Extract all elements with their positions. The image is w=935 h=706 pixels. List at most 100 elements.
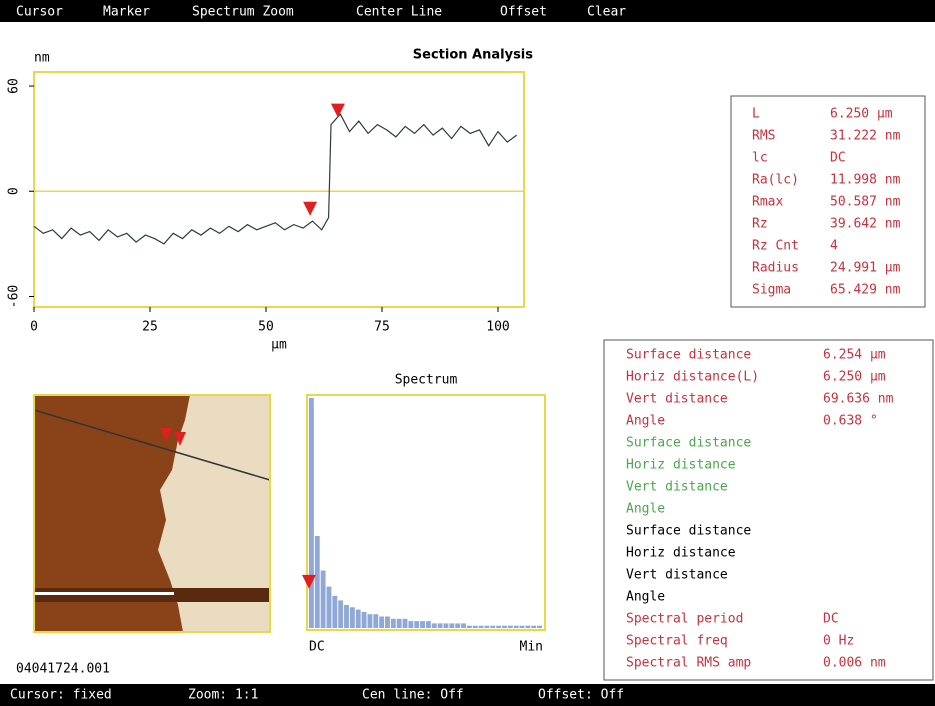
stat-label: Rmax xyxy=(752,195,783,210)
menu-item[interactable]: Spectrum Zoom xyxy=(192,5,294,20)
spectrum-bar xyxy=(344,605,349,628)
spectrum-start-label: DC xyxy=(309,640,325,655)
measure-value: 6.250 µm xyxy=(823,370,886,385)
spectrum-bar xyxy=(356,610,361,628)
spectrum-bar xyxy=(315,536,320,628)
spectrum-bar xyxy=(490,626,495,628)
cursor-marker xyxy=(331,104,345,118)
spectrum-bar xyxy=(414,621,419,628)
measure-label: Horiz distance xyxy=(626,546,736,561)
status-item: Cursor: fixed xyxy=(10,688,112,703)
measure-value: 0.638 ° xyxy=(823,414,878,429)
measure-label: Surface distance xyxy=(626,348,751,363)
spectrum-bar xyxy=(385,617,390,629)
spectrum-bar xyxy=(397,619,402,628)
status-item: Zoom: 1:1 xyxy=(188,688,258,703)
chart-title: Section Analysis xyxy=(413,48,533,63)
spectrum-bar xyxy=(449,623,454,628)
measure-label: Spectral RMS amp xyxy=(626,656,751,671)
screen: Section Analysis nm µm Spectrum DC Min 0… xyxy=(0,0,935,706)
x-tick-label: 75 xyxy=(374,320,390,335)
stat-value: 24.991 µm xyxy=(830,261,901,276)
stat-label: Rz Cnt xyxy=(752,239,799,254)
stat-label: Ra(lc) xyxy=(752,173,799,188)
spectrum-bar xyxy=(391,619,396,628)
spectrum-bar xyxy=(420,621,425,628)
stat-value: 6.250 µm xyxy=(830,107,893,122)
measure-label: Spectral freq xyxy=(626,634,728,649)
x-tick-label: 100 xyxy=(486,320,509,335)
x-axis-label: µm xyxy=(271,338,287,353)
spectrum-bar xyxy=(455,623,460,628)
spectrum-bar xyxy=(408,621,413,628)
measure-label: Angle xyxy=(626,502,665,517)
spectrum-bar xyxy=(338,600,343,628)
menu-item[interactable]: Center Line xyxy=(356,5,442,20)
height-image xyxy=(34,395,270,632)
spectrum-bar xyxy=(461,623,466,628)
spectrum-bar xyxy=(520,626,525,628)
x-tick-label: 25 xyxy=(142,320,158,335)
spectrum-bar xyxy=(444,623,449,628)
y-axis-label: nm xyxy=(34,51,50,66)
spectrum-bar xyxy=(368,614,373,628)
stat-value: 31.222 nm xyxy=(830,129,901,144)
stat-label: lc xyxy=(752,151,768,166)
stat-value: 50.587 nm xyxy=(830,195,901,210)
y-tick-label: 0 xyxy=(7,187,22,195)
stat-value: 4 xyxy=(830,239,838,254)
stat-value: 65.429 nm xyxy=(830,283,901,298)
menu-item[interactable]: Marker xyxy=(103,5,150,20)
spectrum-bar xyxy=(426,621,431,628)
spectrum-bar xyxy=(479,626,484,628)
spectrum-bar xyxy=(502,626,507,628)
spectrum-bar xyxy=(350,607,355,628)
spectrum-bar xyxy=(432,623,437,628)
menu-item[interactable]: Clear xyxy=(587,5,626,20)
measure-label: Angle xyxy=(626,590,665,605)
spectrum-bar xyxy=(332,596,337,628)
spectrum-end-label: Min xyxy=(520,640,543,655)
menu-item[interactable]: Offset xyxy=(500,5,547,20)
stat-value: 11.998 nm xyxy=(830,173,901,188)
spectrum-bar xyxy=(514,626,519,628)
menu-item[interactable]: Cursor xyxy=(16,5,63,20)
measure-label: Surface distance xyxy=(626,524,751,539)
spectrum-bar xyxy=(496,626,501,628)
spectrum-bar xyxy=(467,626,472,628)
spectrum-bar xyxy=(362,612,367,628)
spectrum-bar xyxy=(485,626,490,628)
stat-value: DC xyxy=(830,151,846,166)
spectrum-bar xyxy=(508,626,513,628)
x-tick-label: 50 xyxy=(258,320,274,335)
measure-label: Vert distance xyxy=(626,480,728,495)
spectrum-cursor xyxy=(302,575,316,589)
spectrum-bar xyxy=(373,614,378,628)
spectrum-bar xyxy=(531,626,536,628)
measure-label: Angle xyxy=(626,414,665,429)
stat-value: 39.642 nm xyxy=(830,217,901,232)
spectrum-bar xyxy=(537,626,542,628)
stat-label: Radius xyxy=(752,261,799,276)
spectrum-bar xyxy=(379,617,384,629)
x-tick-label: 0 xyxy=(30,320,38,335)
status-item: Cen line: Off xyxy=(362,688,464,703)
stat-label: Rz xyxy=(752,217,768,232)
spectrum-bar xyxy=(525,626,530,628)
y-tick-label: 60 xyxy=(7,78,22,94)
spectrum-title: Spectrum xyxy=(395,373,458,388)
measure-label: Vert distance xyxy=(626,568,728,583)
spectrum-bar xyxy=(403,619,408,628)
spectrum-frame xyxy=(307,395,545,630)
stat-label: Sigma xyxy=(752,283,791,298)
status-item: Offset: Off xyxy=(538,688,624,703)
spectrum-bar xyxy=(309,398,314,628)
spectrum-bar xyxy=(473,626,478,628)
measure-label: Horiz distance xyxy=(626,458,736,473)
measure-value: 0.006 nm xyxy=(823,656,886,671)
plot-frame xyxy=(34,72,524,307)
measure-label: Surface distance xyxy=(626,436,751,451)
measure-value: DC xyxy=(823,612,839,627)
profile-line xyxy=(34,114,517,244)
measure-value: 6.254 µm xyxy=(823,348,886,363)
